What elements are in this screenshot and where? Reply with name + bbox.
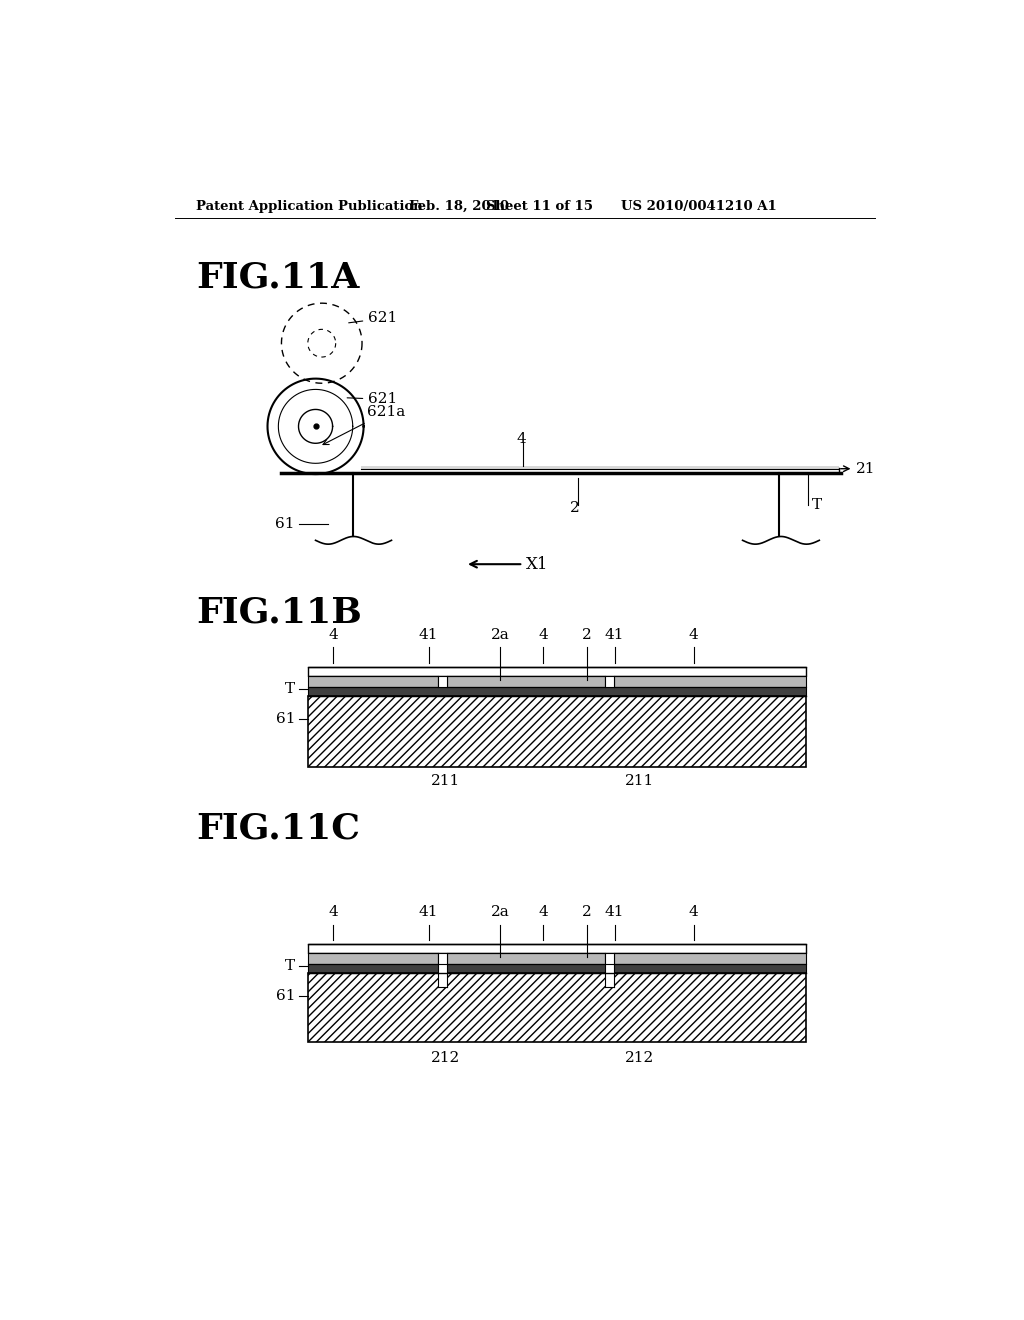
- Bar: [604, 676, 614, 686]
- Bar: [438, 973, 447, 987]
- Text: 4: 4: [329, 906, 338, 919]
- Text: 61: 61: [275, 517, 295, 531]
- Text: 211: 211: [431, 774, 461, 788]
- Text: 41: 41: [605, 628, 625, 642]
- Text: 621a: 621a: [323, 405, 404, 445]
- Bar: [308, 696, 806, 767]
- Bar: [438, 953, 447, 964]
- Text: 2: 2: [582, 628, 592, 642]
- Bar: [308, 953, 438, 964]
- Bar: [438, 964, 447, 973]
- Bar: [614, 676, 806, 686]
- Text: 4: 4: [329, 628, 338, 642]
- Bar: [604, 953, 614, 964]
- Text: FIG.11A: FIG.11A: [197, 261, 359, 294]
- Text: 211: 211: [625, 774, 654, 788]
- Text: X1: X1: [526, 556, 549, 573]
- Text: 4: 4: [516, 432, 525, 446]
- Text: 4: 4: [689, 906, 698, 919]
- Text: 621: 621: [349, 312, 397, 326]
- Bar: [604, 964, 614, 973]
- Bar: [308, 676, 438, 686]
- Bar: [308, 944, 806, 953]
- Text: FIG.11B: FIG.11B: [197, 595, 362, 630]
- Text: 212: 212: [625, 1051, 654, 1065]
- Bar: [447, 953, 604, 964]
- Text: Patent Application Publication: Patent Application Publication: [197, 199, 423, 213]
- Text: US 2010/0041210 A1: US 2010/0041210 A1: [621, 199, 776, 213]
- Text: FIG.11C: FIG.11C: [197, 812, 360, 845]
- Text: T: T: [812, 498, 821, 512]
- Bar: [360, 466, 840, 470]
- Text: 4: 4: [689, 628, 698, 642]
- Bar: [604, 973, 614, 987]
- Text: 212: 212: [431, 1051, 461, 1065]
- Bar: [438, 676, 447, 686]
- Text: 2a: 2a: [490, 628, 509, 642]
- Text: 2a: 2a: [490, 906, 509, 919]
- Bar: [308, 667, 806, 676]
- Text: 4: 4: [539, 628, 548, 642]
- Text: 41: 41: [605, 906, 625, 919]
- Bar: [447, 676, 604, 686]
- Bar: [308, 973, 806, 1043]
- Text: 61: 61: [275, 711, 295, 726]
- Bar: [308, 964, 806, 973]
- Text: 41: 41: [419, 628, 438, 642]
- Text: Sheet 11 of 15: Sheet 11 of 15: [486, 199, 593, 213]
- Text: 2: 2: [570, 502, 580, 515]
- Bar: [614, 953, 806, 964]
- Text: T: T: [286, 960, 295, 973]
- Text: 4: 4: [539, 906, 548, 919]
- Text: 2: 2: [582, 906, 592, 919]
- Bar: [308, 686, 806, 696]
- Text: 21: 21: [856, 462, 876, 475]
- Text: 61: 61: [275, 989, 295, 1003]
- Text: T: T: [286, 682, 295, 696]
- Text: Feb. 18, 2010: Feb. 18, 2010: [409, 199, 509, 213]
- Text: 621: 621: [347, 392, 397, 407]
- Text: 41: 41: [419, 906, 438, 919]
